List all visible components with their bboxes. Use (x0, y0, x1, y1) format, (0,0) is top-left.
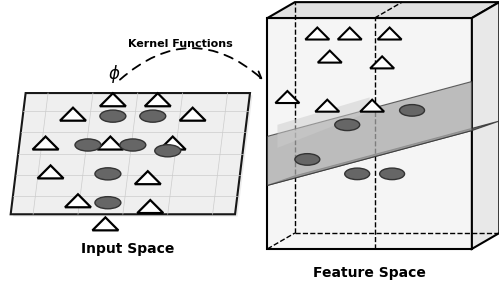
Text: Kernel Functions: Kernel Functions (128, 39, 232, 49)
Polygon shape (138, 200, 163, 213)
Polygon shape (472, 2, 500, 249)
Polygon shape (65, 194, 91, 207)
Polygon shape (318, 51, 342, 63)
Polygon shape (370, 56, 394, 68)
Polygon shape (306, 28, 330, 39)
Polygon shape (92, 218, 118, 230)
Polygon shape (145, 93, 171, 106)
Polygon shape (32, 137, 58, 150)
Polygon shape (268, 121, 500, 185)
Ellipse shape (155, 145, 180, 157)
Polygon shape (268, 81, 472, 185)
Text: $\phi$: $\phi$ (108, 63, 120, 85)
Polygon shape (180, 108, 206, 121)
Polygon shape (276, 91, 299, 103)
Polygon shape (38, 165, 64, 178)
Ellipse shape (295, 154, 320, 165)
Polygon shape (278, 97, 370, 148)
Polygon shape (360, 100, 384, 112)
Polygon shape (338, 28, 361, 39)
Ellipse shape (75, 139, 101, 151)
Ellipse shape (335, 119, 359, 130)
Polygon shape (60, 108, 86, 121)
Ellipse shape (344, 168, 370, 180)
Ellipse shape (380, 168, 404, 180)
Polygon shape (10, 93, 250, 214)
Text: Input Space: Input Space (81, 242, 174, 256)
Ellipse shape (95, 197, 121, 209)
Polygon shape (268, 2, 500, 18)
Polygon shape (268, 18, 472, 249)
Ellipse shape (140, 110, 166, 122)
Ellipse shape (95, 168, 121, 180)
Polygon shape (378, 28, 402, 39)
Ellipse shape (120, 139, 146, 151)
Ellipse shape (100, 110, 126, 122)
Polygon shape (160, 137, 186, 150)
Polygon shape (100, 93, 126, 106)
Polygon shape (13, 95, 252, 217)
Polygon shape (135, 171, 160, 184)
Ellipse shape (400, 105, 424, 116)
Polygon shape (316, 100, 340, 112)
Polygon shape (98, 137, 124, 150)
Text: Feature Space: Feature Space (313, 267, 426, 280)
